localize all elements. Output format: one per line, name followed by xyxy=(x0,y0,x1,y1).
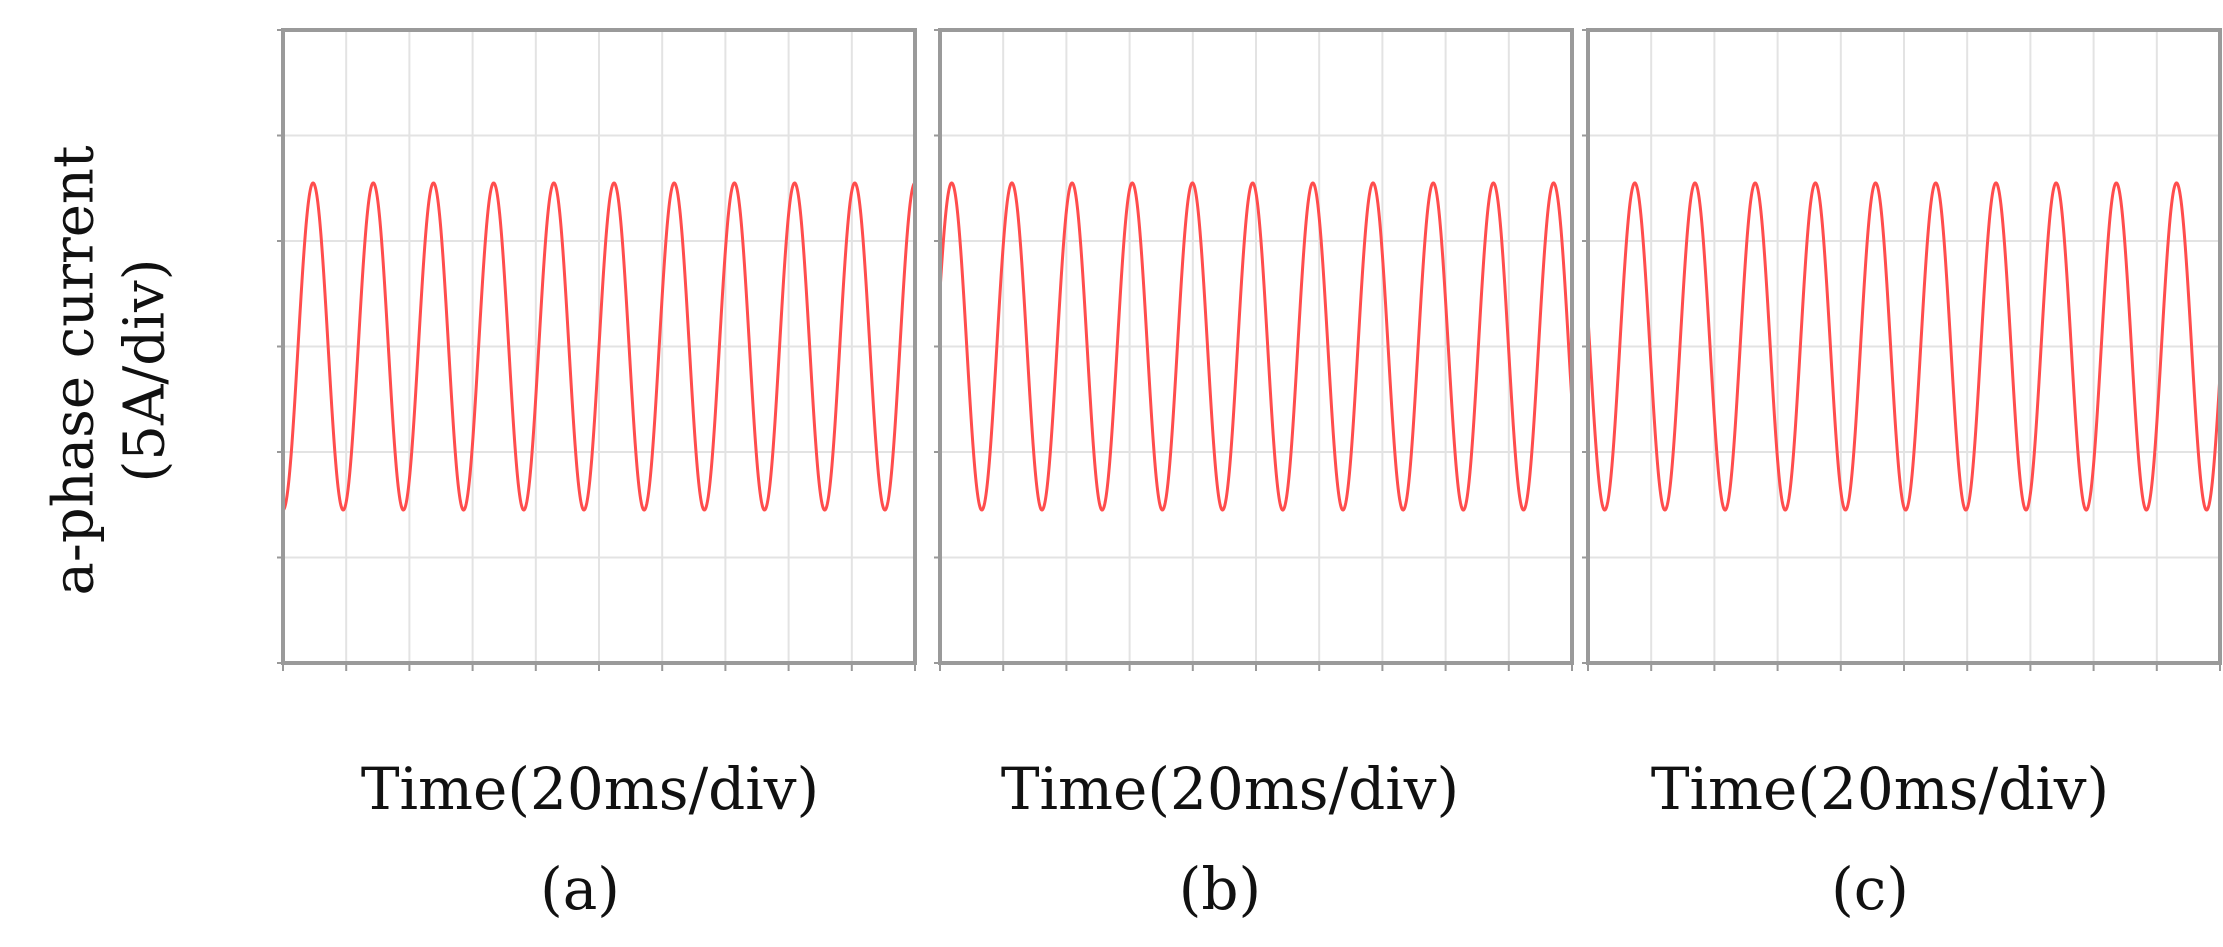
x-axis-label-c: Time(20ms/div) xyxy=(1650,755,2110,823)
waveform-b-0 xyxy=(938,181,1574,512)
waveform-a-0 xyxy=(282,181,916,512)
panel-label-c: (c) xyxy=(1831,855,1909,923)
plot-frame-b xyxy=(938,28,1574,665)
panel-b xyxy=(934,28,1574,671)
panel-c xyxy=(1582,28,2222,671)
x-axis-label-b: Time(20ms/div) xyxy=(1000,755,1460,823)
x-axis-label-a: Time(20ms/div) xyxy=(360,755,820,823)
panel-a xyxy=(277,28,917,671)
plot-frame-a xyxy=(281,28,917,665)
waveform-c-0 xyxy=(1586,181,2222,512)
panel-label-a: (a) xyxy=(540,855,620,923)
panel-label-b: (b) xyxy=(1178,855,1262,923)
plot-frame-c xyxy=(1586,28,2222,665)
